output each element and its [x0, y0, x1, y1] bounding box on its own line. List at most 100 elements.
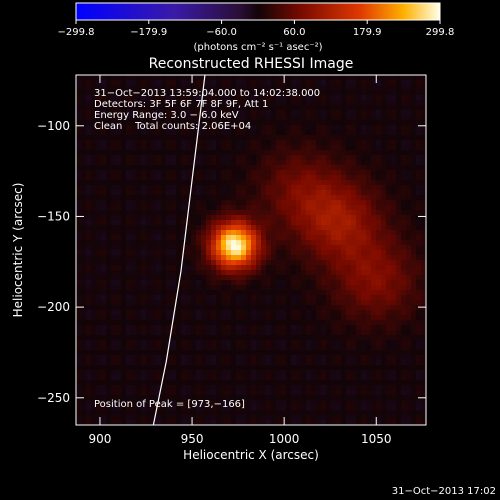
heatmap-cell [231, 140, 237, 146]
heatmap-cell [406, 215, 412, 221]
heatmap-cell [311, 130, 317, 136]
heatmap-cell [191, 345, 197, 351]
heatmap-cell [96, 330, 102, 336]
heatmap-cell [306, 90, 312, 96]
heatmap-cell [331, 80, 337, 86]
heatmap-cell [296, 175, 302, 181]
heatmap-cell [391, 340, 397, 346]
heatmap-cell [226, 295, 232, 301]
heatmap-cell [296, 150, 302, 156]
heatmap-cell [181, 140, 187, 146]
heatmap-cell [116, 225, 122, 231]
heatmap-cell [406, 190, 412, 196]
heatmap-cell [306, 95, 312, 101]
heatmap-cell [186, 175, 192, 181]
heatmap-cell [111, 315, 117, 321]
heatmap-cell [246, 265, 252, 271]
heatmap-cell [161, 130, 167, 136]
heatmap-cell [91, 260, 97, 266]
heatmap-cell [411, 150, 417, 156]
heatmap-cell [411, 130, 417, 136]
heatmap-cell [196, 190, 202, 196]
heatmap-cell [301, 110, 307, 116]
heatmap-cell [161, 100, 167, 106]
heatmap-cell [391, 360, 397, 366]
heatmap-cell [106, 385, 112, 391]
heatmap-cell [276, 235, 282, 241]
heatmap-cell [156, 325, 162, 331]
heatmap-cell [191, 295, 197, 301]
heatmap-cell [401, 180, 407, 186]
heatmap-cell [141, 220, 147, 226]
heatmap-cell [341, 395, 347, 401]
heatmap-cell [381, 300, 387, 306]
heatmap-cell [271, 365, 277, 371]
heatmap-cell [91, 385, 97, 391]
heatmap-cell [266, 240, 272, 246]
heatmap-cell [316, 310, 322, 316]
heatmap-cell [356, 375, 362, 381]
heatmap-cell [181, 390, 187, 396]
heatmap-cell [226, 215, 232, 221]
heatmap-cell [406, 305, 412, 311]
heatmap-cell [351, 310, 357, 316]
heatmap-cell [281, 180, 287, 186]
heatmap-cell [381, 410, 387, 416]
heatmap-cell [226, 180, 232, 186]
heatmap-cell [386, 115, 392, 121]
heatmap-cell [266, 345, 272, 351]
heatmap-cell [306, 315, 312, 321]
heatmap-cell [126, 355, 132, 361]
heatmap-cell [81, 225, 87, 231]
heatmap-cell [401, 105, 407, 111]
heatmap-cell [101, 125, 107, 131]
heatmap-cell [216, 210, 222, 216]
heatmap-cell [86, 185, 92, 191]
heatmap-cell [211, 390, 217, 396]
heatmap-cell [416, 415, 422, 421]
heatmap-cell [76, 75, 82, 81]
heatmap-cell [81, 155, 87, 161]
heatmap-cell [246, 120, 252, 126]
heatmap-cell [161, 175, 167, 181]
heatmap-cell [156, 410, 162, 416]
heatmap-cell [321, 315, 327, 321]
heatmap-cell [186, 300, 192, 306]
heatmap-cell [166, 250, 172, 256]
heatmap-cell [331, 230, 337, 236]
heatmap-cell [246, 275, 252, 281]
heatmap-cell [386, 85, 392, 91]
heatmap-cell [311, 170, 317, 176]
heatmap-cell [201, 175, 207, 181]
heatmap-cell [126, 210, 132, 216]
heatmap-cell [201, 75, 207, 81]
heatmap-cell [411, 140, 417, 146]
heatmap-cell [416, 295, 422, 301]
heatmap-cell [226, 315, 232, 321]
heatmap-cell [191, 100, 197, 106]
heatmap-cell [281, 235, 287, 241]
heatmap-cell [286, 410, 292, 416]
heatmap-cell [261, 350, 267, 356]
heatmap-cell [251, 200, 257, 206]
heatmap-cell [376, 150, 382, 156]
heatmap-cell [191, 110, 197, 116]
heatmap-cell [381, 330, 387, 336]
heatmap-cell [221, 150, 227, 156]
heatmap-cell [351, 315, 357, 321]
heatmap-cell [156, 330, 162, 336]
heatmap-cell [381, 250, 387, 256]
heatmap-cell [131, 115, 137, 121]
heatmap-cell [196, 180, 202, 186]
heatmap-cell [171, 165, 177, 171]
heatmap-cell [286, 75, 292, 81]
heatmap-cell [186, 345, 192, 351]
heatmap-cell [366, 145, 372, 151]
heatmap-cell [356, 390, 362, 396]
heatmap-cell [96, 405, 102, 411]
heatmap-cell [156, 125, 162, 131]
heatmap-cell [311, 370, 317, 376]
heatmap-cell [261, 370, 267, 376]
heatmap-cell [351, 335, 357, 341]
heatmap-cell [241, 285, 247, 291]
